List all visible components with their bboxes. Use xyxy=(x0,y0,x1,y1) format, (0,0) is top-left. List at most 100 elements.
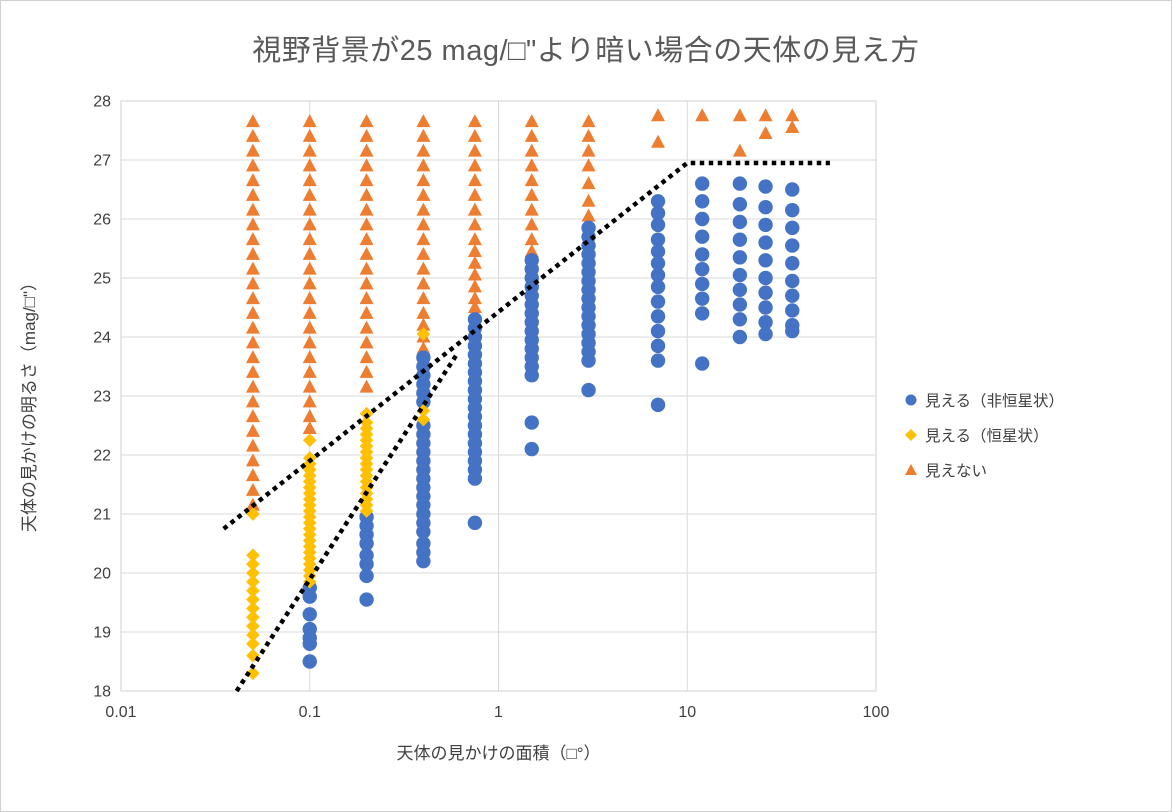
data-point-triangle xyxy=(359,128,374,142)
data-point-triangle xyxy=(416,217,431,231)
data-point-circle xyxy=(694,211,710,227)
y-tick-label: 26 xyxy=(93,212,111,229)
data-point-triangle xyxy=(359,114,374,128)
data-point-triangle xyxy=(245,364,260,378)
data-point-circle xyxy=(416,524,431,539)
data-point-circle xyxy=(732,267,748,283)
data-point-triangle xyxy=(524,143,539,157)
legend-item-not-visible[interactable]: 見えない xyxy=(903,452,1064,487)
data-point-triangle xyxy=(467,143,482,157)
x-tick-label: 10 xyxy=(678,704,696,721)
data-point-circle xyxy=(650,205,666,221)
data-point-triangle xyxy=(302,158,317,172)
data-point-circle xyxy=(758,315,773,330)
triangle-glyph xyxy=(905,463,917,475)
data-point-triangle xyxy=(467,158,482,172)
data-point-circle xyxy=(524,368,539,383)
data-point-triangle xyxy=(467,291,482,305)
data-point-circle xyxy=(650,309,666,324)
y-tick-label: 21 xyxy=(93,507,111,524)
data-point-circle xyxy=(694,229,710,244)
data-point-diamond xyxy=(246,583,260,598)
data-point-circle xyxy=(785,256,800,271)
data-point-circle xyxy=(694,194,710,209)
data-point-triangle xyxy=(416,202,431,216)
diamond-glyph xyxy=(905,428,917,441)
data-point-diamond xyxy=(246,592,260,607)
data-point-circle xyxy=(650,397,666,413)
data-point-diamond xyxy=(246,566,260,580)
data-point-circle xyxy=(758,217,773,233)
data-point-triangle xyxy=(302,379,317,393)
data-point-triangle xyxy=(581,158,596,172)
data-point-circle xyxy=(467,471,483,486)
data-point-diamond xyxy=(246,619,260,633)
triangle-marker-icon xyxy=(903,462,919,478)
data-point-diamond xyxy=(246,557,260,571)
data-point-triangle xyxy=(416,114,431,128)
data-point-circle xyxy=(650,294,666,309)
data-point-triangle xyxy=(416,261,431,275)
chart-title: 視野背景が25 mag/□"より暗い場合の天体の見え方 xyxy=(252,35,920,67)
data-point-circle xyxy=(785,182,800,197)
data-point-triangle xyxy=(785,120,800,134)
data-point-triangle xyxy=(302,350,317,364)
data-point-triangle xyxy=(758,125,773,139)
data-point-triangle xyxy=(359,379,374,393)
data-point-diamond xyxy=(246,507,260,521)
y-tick-label: 22 xyxy=(93,448,111,465)
data-point-circle xyxy=(785,303,800,318)
data-point-triangle xyxy=(302,420,317,434)
data-point-diamond xyxy=(302,433,317,448)
data-point-triangle xyxy=(524,158,539,172)
legend-item-visible-stellar[interactable]: 見える（恒星状） xyxy=(903,417,1064,452)
data-point-triangle xyxy=(245,158,260,172)
data-point-triangle xyxy=(416,187,431,201)
data-point-triangle xyxy=(359,217,374,231)
data-point-circle xyxy=(359,536,374,551)
data-point-triangle xyxy=(359,261,374,275)
data-point-triangle xyxy=(245,482,260,496)
legend-label-not-visible: 見えない xyxy=(925,462,988,480)
data-point-circle xyxy=(650,244,666,259)
data-point-circle xyxy=(758,253,773,268)
data-point-circle xyxy=(650,217,666,233)
y-tick-label: 20 xyxy=(93,566,111,583)
data-point-circle xyxy=(650,279,666,295)
data-point-circle xyxy=(758,326,773,342)
data-point-circle xyxy=(302,636,317,651)
data-point-triangle xyxy=(416,276,431,290)
data-point-triangle xyxy=(359,276,374,290)
data-point-triangle xyxy=(245,423,260,437)
y-tick-label: 28 xyxy=(93,94,111,111)
data-point-triangle xyxy=(651,108,666,122)
x-axis-title: 天体の見かけの面積（□°） xyxy=(396,744,601,763)
data-point-diamond xyxy=(246,628,260,642)
data-point-triangle xyxy=(245,379,260,393)
data-point-triangle xyxy=(416,317,431,331)
data-point-diamond xyxy=(246,666,260,681)
data-point-circle xyxy=(785,238,800,253)
x-tick-label: 0.1 xyxy=(299,704,321,721)
data-point-circle xyxy=(758,179,773,194)
data-point-triangle xyxy=(245,350,260,364)
data-point-triangle xyxy=(467,267,482,281)
data-point-triangle xyxy=(524,202,539,216)
data-point-triangle xyxy=(245,246,260,260)
data-point-circle xyxy=(694,356,710,371)
data-point-triangle xyxy=(416,232,431,246)
data-point-diamond xyxy=(246,575,260,589)
data-point-triangle xyxy=(467,217,482,231)
data-point-circle xyxy=(524,441,539,457)
circle-glyph xyxy=(905,394,917,405)
data-point-triangle xyxy=(467,128,482,142)
legend-item-visible-nonstellar[interactable]: 見える（非恒星状） xyxy=(903,382,1064,417)
data-point-triangle xyxy=(581,193,596,207)
data-point-triangle xyxy=(581,143,596,157)
data-point-circle xyxy=(732,329,748,345)
data-point-triangle xyxy=(467,173,482,187)
data-point-triangle xyxy=(302,114,317,128)
x-tick-label: 1 xyxy=(494,704,503,721)
data-point-diamond xyxy=(246,637,260,651)
data-point-triangle xyxy=(302,173,317,187)
